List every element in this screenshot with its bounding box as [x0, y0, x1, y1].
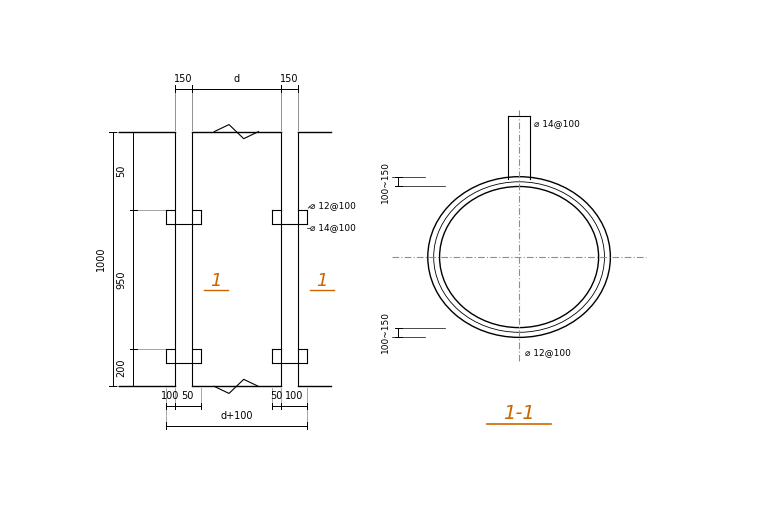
- Text: d+100: d+100: [220, 411, 252, 421]
- Text: 1: 1: [210, 272, 221, 290]
- Text: 150: 150: [280, 74, 299, 84]
- Text: 50: 50: [270, 391, 282, 401]
- Text: ⌀ 14@100: ⌀ 14@100: [310, 223, 356, 232]
- Text: 1000: 1000: [96, 247, 106, 271]
- Text: 100~150: 100~150: [381, 312, 389, 353]
- Text: 150: 150: [174, 74, 192, 84]
- Text: 950: 950: [116, 270, 126, 289]
- Text: ⌀ 14@100: ⌀ 14@100: [534, 119, 581, 128]
- Text: 100~150: 100~150: [381, 161, 389, 203]
- Text: 50: 50: [182, 391, 194, 401]
- Text: d: d: [233, 74, 239, 84]
- Text: 100: 100: [161, 391, 179, 401]
- Text: 100: 100: [284, 391, 303, 401]
- Text: 50: 50: [116, 164, 126, 177]
- Text: 1: 1: [316, 272, 328, 290]
- Text: ⌀ 12@100: ⌀ 12@100: [525, 349, 571, 357]
- Text: 1-1: 1-1: [503, 404, 535, 423]
- Text: 200: 200: [116, 358, 126, 377]
- Text: ⌀ 12@100: ⌀ 12@100: [310, 202, 356, 211]
